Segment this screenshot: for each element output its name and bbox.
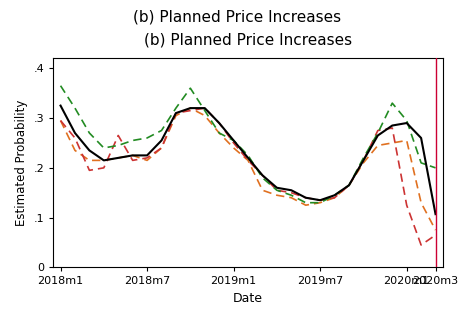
Text: (b) Planned Price Increases: (b) Planned Price Increases bbox=[144, 33, 352, 48]
Y-axis label: Estimated Probability: Estimated Probability bbox=[15, 100, 28, 226]
Text: (b) Planned Price Increases: (b) Planned Price Increases bbox=[133, 10, 341, 25]
X-axis label: Date: Date bbox=[233, 292, 263, 305]
